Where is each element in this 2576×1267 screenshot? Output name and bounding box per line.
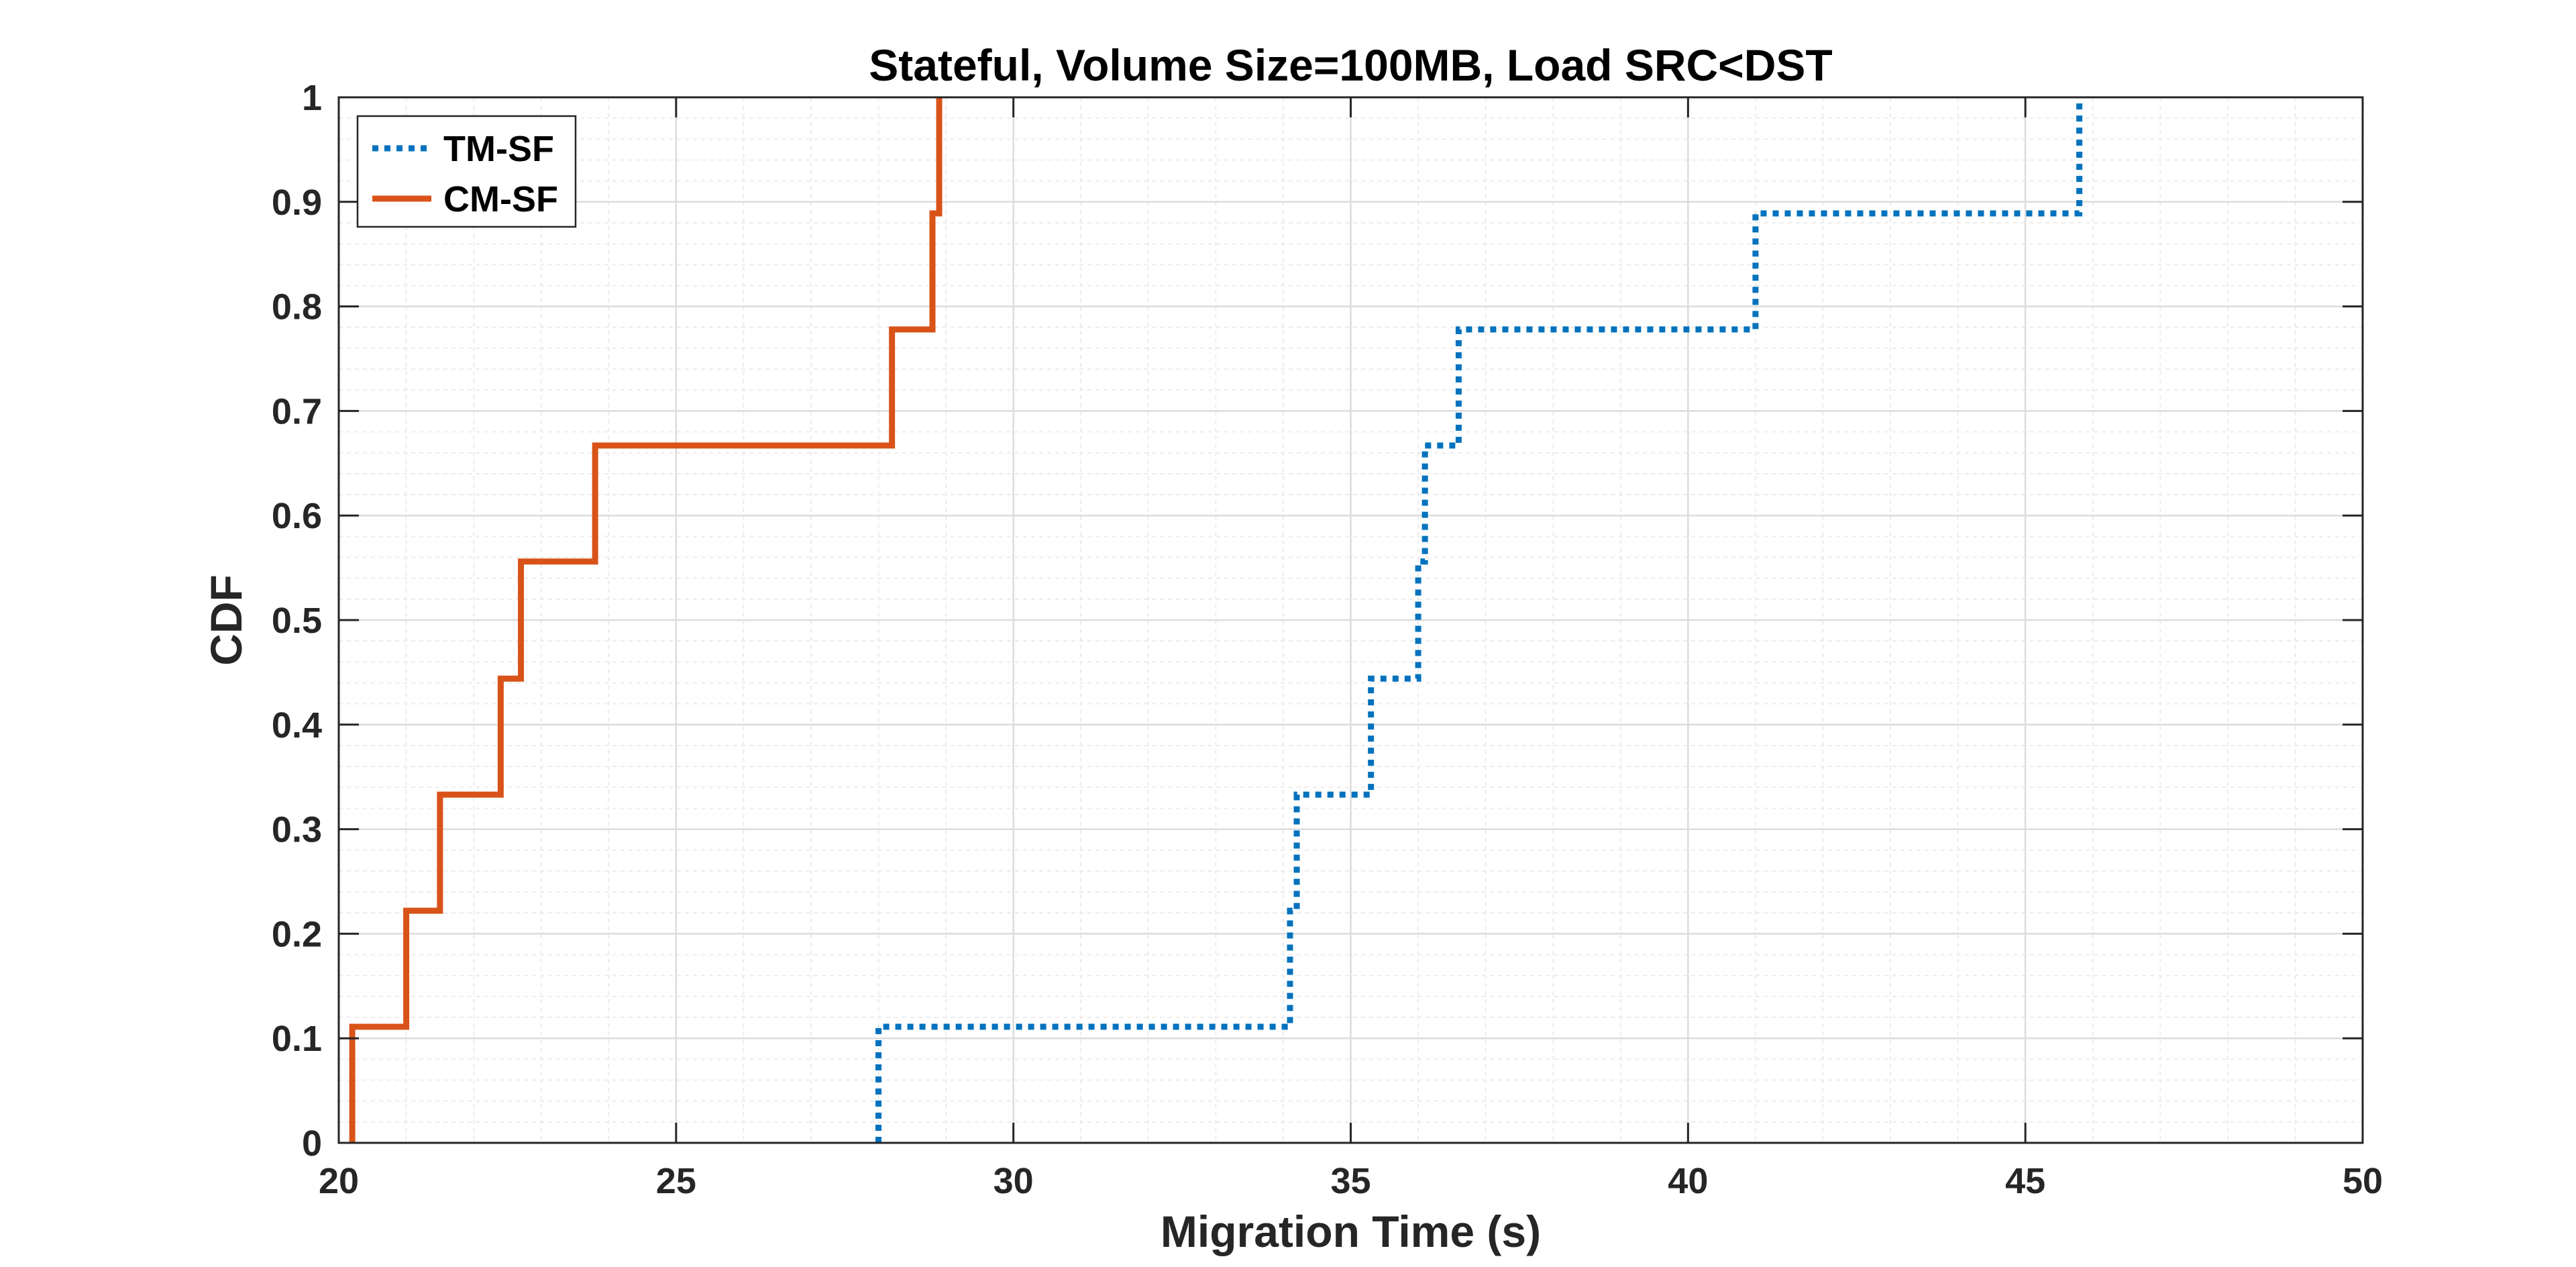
x-tick-label: 35 [1330, 1161, 1371, 1201]
x-tick-label: 45 [2005, 1161, 2045, 1201]
axis-ticks [337, 96, 2364, 1144]
y-tick-label: 0.6 [272, 496, 322, 536]
y-tick-label: 0.9 [272, 183, 322, 223]
y-tick-labels: 0 0.1 0.2 0.3 0.4 0.5 0.6 0.7 0.8 0.9 1 [272, 78, 322, 1164]
x-tick-label: 30 [994, 1161, 1034, 1201]
x-tick-label: 20 [319, 1161, 359, 1201]
legend-label: CM-SF [443, 179, 558, 219]
legend-box [356, 115, 577, 228]
x-axis-title: Migration Time (s) [1161, 1207, 1541, 1256]
y-tick-label: 0.5 [272, 601, 322, 641]
y-tick-label: 0.7 [272, 391, 322, 432]
data-point-tm-sf [1417, 561, 1419, 562]
data-point-cm-sf [594, 445, 596, 446]
y-tick-label: 0.8 [272, 287, 322, 327]
y-tick-label: 0.3 [272, 810, 322, 850]
data-point-tm-sf [1424, 445, 1426, 446]
y-tick-label: 0.2 [272, 914, 322, 954]
minor-grid [339, 97, 2363, 1143]
x-tick-labels: 20 25 30 35 40 45 50 [319, 1161, 2383, 1201]
y-axis-title: CDF [201, 574, 251, 666]
legend-label: TM-SF [443, 129, 554, 169]
data-point-cm-sf [500, 678, 501, 679]
series-line-cm-sf [349, 97, 943, 1143]
x-tick-label: 40 [1668, 1161, 1708, 1201]
x-tick-label: 25 [656, 1161, 696, 1201]
x-tick-label: 50 [2343, 1161, 2383, 1201]
y-tick-label: 1 [302, 78, 322, 118]
y-tick-label: 0.4 [272, 705, 322, 746]
y-tick-label: 0 [302, 1123, 322, 1164]
chart-title: Stateful, Volume Size=100MB, Load SRC<DS… [869, 40, 1832, 90]
y-tick-label: 0.1 [272, 1019, 322, 1059]
data-point-tm-sf [1458, 329, 1459, 330]
legend: TM-SF CM-SF [356, 115, 577, 228]
